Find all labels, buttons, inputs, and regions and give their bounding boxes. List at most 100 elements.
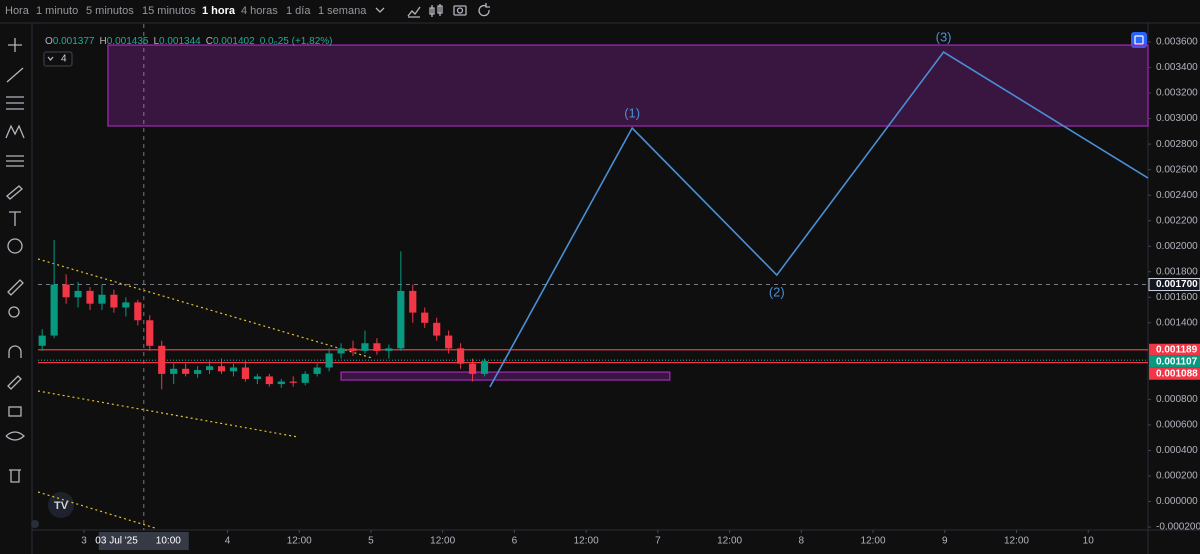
candle-body	[457, 348, 465, 364]
trendline-tool[interactable]	[6, 67, 24, 83]
magnet-tool[interactable]	[8, 345, 22, 358]
price-badge	[1149, 343, 1200, 356]
y-tick-label: 0.000600	[1156, 420, 1198, 431]
y-tick-label: 0.003400	[1156, 62, 1198, 73]
toolbar-icons[interactable]	[375, 3, 490, 18]
candle-body	[361, 343, 369, 351]
timeframe-button[interactable]: 1 semana	[318, 5, 367, 17]
snapshot-lens	[456, 7, 464, 14]
crosshair-time-badge	[98, 532, 189, 550]
timeframe-button[interactable]: 5 minutos	[86, 5, 134, 17]
object-tree-icon	[1134, 35, 1144, 45]
ohlc-value: 0.001435	[107, 36, 149, 47]
candle-body	[385, 348, 393, 351]
candle-body	[110, 294, 118, 308]
candle-body	[74, 290, 82, 298]
crosshair-tool[interactable]	[8, 38, 22, 52]
fib-tool[interactable]	[6, 96, 24, 110]
candle-body	[445, 335, 453, 349]
zone	[107, 44, 1149, 127]
ohlc-legend: O0.001377 H0.001435 L0.001344 C0.001402 0.0₀…	[45, 36, 333, 47]
candle-body	[421, 312, 429, 323]
drawing-tools[interactable]	[5, 38, 25, 483]
candle-body	[468, 363, 477, 374]
lock-tool[interactable]	[8, 406, 22, 417]
brush-tool[interactable]	[6, 185, 23, 200]
candles-icon[interactable]	[429, 4, 443, 17]
timeframe-button[interactable]: 4 horas	[241, 5, 278, 17]
ohlc-change: 0.0₀25 (+1,82%)	[260, 36, 333, 47]
text-tool[interactable]	[9, 211, 21, 226]
y-tick-label: 0.002600	[1156, 164, 1198, 175]
candle-body	[217, 366, 226, 372]
ruler-tool[interactable]	[7, 279, 24, 296]
candle-body	[170, 368, 178, 374]
chart-type[interactable]	[407, 6, 421, 18]
projection-tool[interactable]	[6, 155, 24, 167]
more-timeframes[interactable]	[375, 7, 385, 13]
candle-body	[397, 290, 405, 349]
timeframe-button[interactable]: 15 minutos	[142, 5, 196, 17]
svg-text:TV: TV	[54, 500, 69, 512]
emoji-tool[interactable]	[7, 238, 23, 254]
y-tick-label: 0.003200	[1156, 88, 1198, 99]
ohlc-key: O	[45, 36, 53, 47]
timeframe-button[interactable]: 1 día	[286, 5, 311, 17]
timeframe-button[interactable]: Hora	[5, 5, 30, 17]
candle-body	[241, 367, 250, 379]
y-tick-label: 0.003000	[1156, 113, 1198, 124]
y-tick-label: 0.001800	[1156, 266, 1198, 277]
x-tick-label: 12:00	[574, 536, 599, 547]
wave-label: (1)	[624, 105, 640, 120]
candle-body	[122, 302, 130, 308]
x-tick-label: 12:00	[861, 536, 886, 547]
candle-body	[205, 366, 214, 371]
ohlc-key: L	[153, 36, 159, 47]
pattern-tool[interactable]	[5, 124, 25, 139]
y-tick-label: 0.002200	[1156, 215, 1198, 226]
ohlc-value: 0.001402	[213, 36, 255, 47]
scroll-button[interactable]	[31, 520, 39, 528]
candle-body	[277, 381, 285, 385]
hide-tool[interactable]	[5, 431, 25, 441]
y-tick-label: -0.000200	[1156, 522, 1200, 533]
candle-body	[289, 381, 297, 383]
x-tick-label: 12:00	[1004, 536, 1029, 547]
y-tick-label: 0.000000	[1156, 496, 1198, 507]
candle-body	[433, 322, 441, 336]
crosshair-price-label: 0.001700	[1156, 279, 1198, 290]
x-tick-label: 6	[512, 536, 518, 547]
zone	[340, 371, 671, 381]
candle-body	[337, 348, 345, 354]
trash-tool[interactable]	[9, 469, 21, 483]
y-tick-label: 0.002000	[1156, 241, 1198, 252]
indicator-chevron	[47, 56, 54, 62]
candle-body	[134, 302, 142, 321]
x-tick-label: 12:00	[430, 536, 455, 547]
candle-body	[301, 373, 309, 383]
y-tick-label: 0.000800	[1156, 394, 1198, 405]
x-tick-label: 5	[368, 536, 374, 547]
candle-body	[146, 320, 154, 346]
candle-body	[38, 335, 46, 346]
projection-line	[489, 51, 1149, 388]
crosshair-time: 10:00	[156, 536, 181, 547]
indicator-count: 4	[61, 54, 67, 65]
x-tick-label: 10	[1083, 536, 1095, 547]
timeframe-button[interactable]: 1 minuto	[36, 5, 78, 17]
reset[interactable]	[478, 3, 490, 17]
snapshot[interactable]	[453, 5, 467, 16]
y-tick-label: 0.001400	[1156, 317, 1198, 328]
x-tick-label: 9	[942, 536, 948, 547]
candle-body	[373, 343, 381, 351]
ohlc-value: 0.001377	[53, 36, 95, 47]
zoom-tool[interactable]	[8, 306, 20, 318]
candle-body	[480, 361, 489, 374]
lock-draw-tool[interactable]	[7, 375, 22, 390]
ohlc-key: C	[206, 36, 213, 47]
price-badge-label: 0.001107	[1156, 356, 1198, 367]
timeframe-button[interactable]: 1 hora	[202, 5, 236, 17]
candle-body	[265, 376, 273, 385]
indicator-toggle[interactable]	[43, 51, 73, 67]
